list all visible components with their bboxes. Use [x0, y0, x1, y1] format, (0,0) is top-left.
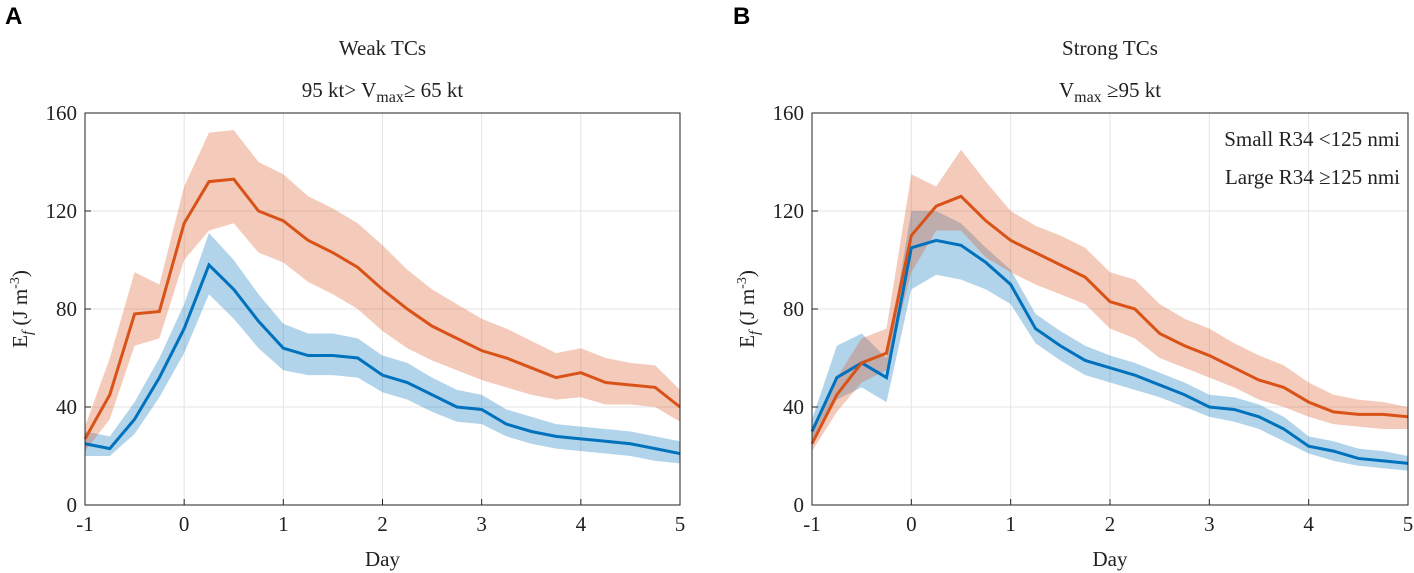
y-label-superscript: -3 — [735, 277, 750, 289]
x-axis-label: Day — [1093, 547, 1128, 571]
mean-line — [810, 238, 1409, 465]
chart-title: Weak TCs — [339, 36, 426, 60]
y-label-text: E — [735, 335, 759, 348]
x-tick-label: 3 — [1204, 512, 1215, 536]
x-tick-label: 2 — [377, 512, 388, 536]
panel-label: A — [5, 3, 22, 30]
y-tick-label: 0 — [67, 493, 78, 517]
x-tick-label: -1 — [76, 512, 94, 536]
x-axis-label: Day — [365, 547, 400, 571]
chart-title: Strong TCs — [1062, 36, 1158, 60]
y-axis-label: Ef (J m-3) — [735, 270, 763, 348]
x-tick-label: 0 — [179, 512, 190, 536]
y-tick-label: 160 — [46, 101, 78, 125]
y-tick-label: 40 — [56, 395, 77, 419]
x-tick-label: 2 — [1105, 512, 1116, 536]
x-tick-label: 5 — [675, 512, 686, 536]
mean-line — [84, 262, 681, 456]
x-tick-label: 1 — [1005, 512, 1016, 536]
y-tick-label: 40 — [783, 395, 804, 419]
legend-entry: Small R34 <125 nmi — [1224, 127, 1400, 151]
subtitle-subscript: max — [376, 89, 404, 106]
y-label-text: E — [8, 335, 32, 348]
chart-subtitle: 95 kt> Vmax≥ 65 kt — [302, 78, 464, 106]
y-label-text: ) — [8, 270, 32, 277]
chart-subtitle: Vmax ≥95 kt — [1059, 78, 1161, 106]
panel-label: B — [733, 3, 750, 30]
x-tick-label: 3 — [476, 512, 487, 536]
y-label-subscript: f — [747, 329, 763, 335]
x-tick-label: 1 — [278, 512, 289, 536]
y-label-superscript: -3 — [8, 277, 23, 289]
subtitle-text: V — [1059, 78, 1074, 102]
subtitle-text: ≥95 kt — [1102, 78, 1162, 102]
y-tick-label: 80 — [56, 297, 77, 321]
x-tick-label: 5 — [1403, 512, 1414, 536]
y-tick-label: 0 — [794, 493, 805, 517]
y-label-text: (J m — [735, 289, 759, 331]
uncertainty-band — [812, 211, 1408, 471]
x-tick-label: 4 — [576, 512, 587, 536]
y-tick-label: 80 — [783, 297, 804, 321]
x-tick-label: 0 — [906, 512, 917, 536]
subtitle-subscript: max — [1074, 89, 1102, 106]
y-tick-label: 120 — [46, 199, 78, 223]
mean-line — [810, 194, 1409, 445]
x-tick-label: 4 — [1303, 512, 1314, 536]
subtitle-text: ≥ 65 kt — [404, 78, 464, 102]
x-tick-label: -1 — [803, 512, 821, 536]
mean-line — [83, 177, 681, 440]
y-label-text: ) — [735, 270, 759, 277]
y-label-text: (J m — [8, 289, 32, 331]
legend-entry: Large R34 ≥125 nmi — [1225, 165, 1400, 189]
y-label-subscript: f — [20, 329, 36, 335]
y-tick-label: 120 — [773, 199, 805, 223]
y-axis-label: Ef (J m-3) — [8, 270, 36, 348]
subtitle-text: 95 kt> V — [302, 78, 376, 102]
y-tick-label: 160 — [773, 101, 805, 125]
axes-box — [84, 112, 681, 506]
axes-box — [811, 112, 1409, 506]
